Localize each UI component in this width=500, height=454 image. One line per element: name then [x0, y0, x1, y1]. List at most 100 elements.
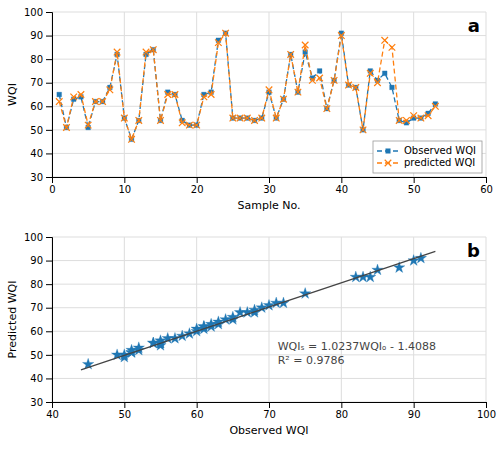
marker [193, 122, 200, 129]
plot-area [56, 30, 439, 143]
tick-label: 90 [30, 255, 43, 266]
marker [143, 49, 150, 56]
tick-label: 50 [30, 125, 43, 136]
tick-mark [269, 402, 270, 408]
legend: Observed WQIpredicted WQI [373, 141, 482, 173]
tick-mark [414, 402, 415, 408]
marker [317, 69, 322, 74]
marker [432, 103, 439, 110]
marker [244, 115, 251, 122]
marker [382, 71, 387, 76]
tick-mark [46, 153, 52, 154]
marker [287, 51, 294, 58]
marker [215, 39, 222, 46]
tick-mark [46, 331, 52, 332]
grid-line [52, 12, 486, 13]
grid-line [124, 12, 125, 177]
y-tick: 50 [30, 125, 52, 136]
grid-line [196, 237, 197, 402]
tick-label: 80 [335, 409, 348, 420]
grid-line [341, 237, 342, 402]
marker [266, 86, 273, 93]
grid-line [52, 331, 486, 332]
grid-line [52, 284, 486, 285]
tick-label: 90 [408, 409, 421, 420]
marker [403, 117, 410, 124]
tick-label: 80 [30, 54, 43, 65]
y-tick: 30 [30, 172, 52, 183]
marker [324, 105, 331, 112]
marker [57, 92, 62, 97]
marker [100, 99, 105, 104]
tick-mark [46, 177, 52, 178]
tick-mark [124, 402, 125, 408]
tick-label: 90 [30, 30, 43, 41]
tick-label: 60 [191, 409, 204, 420]
tick-label: 60 [30, 101, 43, 112]
marker [70, 94, 77, 101]
y-tick: 70 [30, 302, 52, 313]
marker [360, 127, 367, 134]
tick-label: 60 [480, 184, 493, 195]
tick-mark [46, 36, 52, 37]
marker [374, 79, 381, 86]
tick-label: 30 [263, 184, 276, 195]
marker [121, 115, 128, 122]
tick-mark [46, 83, 52, 84]
marker [164, 91, 171, 98]
grid [52, 12, 486, 177]
tick-label: 40 [46, 409, 59, 420]
plot-area [81, 251, 435, 370]
panel-label: b [467, 240, 480, 261]
marker [410, 112, 417, 119]
series-line [59, 33, 435, 139]
tick-mark [486, 402, 487, 408]
tick-mark [46, 378, 52, 379]
x-axis: 0102030405060 [49, 177, 493, 195]
tick-label: 40 [335, 184, 348, 195]
panel: 40506070809010030405060708090100bWQIₛ = … [6, 232, 496, 437]
marker [63, 124, 70, 131]
tick-mark [46, 402, 52, 403]
grid-line [486, 237, 487, 402]
grid-line [486, 12, 487, 177]
y-tick: 50 [30, 350, 52, 361]
legend-marker [385, 160, 392, 167]
tick-label: 10 [118, 184, 131, 195]
tick-label: 80 [30, 279, 43, 290]
tick-label: 100 [24, 232, 43, 243]
grid-line [52, 106, 486, 107]
marker [179, 119, 186, 126]
grid-line [196, 12, 197, 177]
tick-mark [46, 106, 52, 107]
legend-item: predicted WQI [377, 157, 475, 168]
tick-mark [341, 177, 342, 183]
y-axis: 30405060708090100 [24, 232, 53, 408]
marker [338, 32, 345, 39]
tick-mark [46, 261, 52, 262]
marker [85, 122, 92, 129]
marker [186, 122, 193, 129]
legend-box [373, 141, 482, 173]
grid-line [52, 82, 486, 83]
x-tick: 50 [408, 177, 421, 195]
tick-label: 70 [30, 77, 43, 88]
tick-mark [197, 402, 198, 408]
legend-label: predicted WQI [404, 157, 475, 168]
marker [56, 98, 63, 105]
marker [172, 91, 179, 98]
grid-line [52, 237, 486, 238]
tick-label: 70 [30, 302, 43, 313]
x-tick: 0 [49, 177, 55, 195]
x-tick: 40 [46, 402, 59, 420]
marker [425, 112, 432, 119]
marker [251, 117, 258, 124]
tick-label: 100 [477, 409, 496, 420]
annotation: WQIₛ = 1.0237WQIₒ - 1.4088 [278, 340, 436, 353]
tick-mark [414, 177, 415, 183]
series-line [81, 251, 435, 370]
grid-line [269, 237, 270, 402]
x-tick: 90 [408, 402, 421, 420]
y-tick: 90 [30, 255, 52, 266]
tick-mark [197, 177, 198, 183]
